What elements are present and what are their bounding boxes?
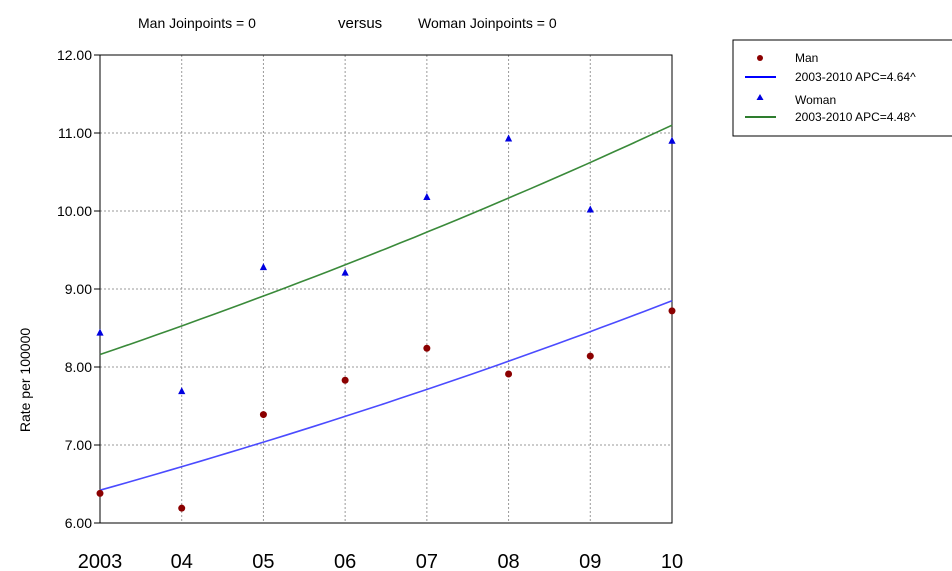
y-tick-label: 9.00 <box>65 281 92 297</box>
point-woman <box>259 263 268 271</box>
point-woman <box>668 136 676 144</box>
point-woman <box>178 387 186 395</box>
legend-woman-trend-label: 2003-2010 APC=4.48^ <box>795 110 916 124</box>
title-versus: versus <box>338 15 382 32</box>
point-man <box>505 370 513 378</box>
point-man <box>96 489 104 497</box>
point-woman <box>341 268 349 276</box>
point-man <box>341 376 349 384</box>
x-tick-label: 07 <box>416 551 438 571</box>
legend-frame <box>732 39 952 137</box>
point-woman <box>96 328 104 336</box>
y-tick-label: 7.00 <box>65 437 92 453</box>
x-tick-label: 09 <box>579 551 601 571</box>
point-woman <box>504 134 513 142</box>
data-points <box>96 134 676 512</box>
x-tick-label: 05 <box>252 551 274 571</box>
point-woman <box>586 205 594 213</box>
x-tick-label: 04 <box>171 551 193 571</box>
x-tick-label: 06 <box>334 551 356 571</box>
legend-woman-marker <box>756 94 764 100</box>
legend-man-marker <box>757 55 763 61</box>
title-man-joinpoints: Man Joinpoints = 0 <box>138 15 256 31</box>
point-man <box>423 344 431 352</box>
y-axis-label: Rate per 100000 <box>17 328 33 433</box>
legend-woman-label: Woman <box>795 93 836 107</box>
point-woman <box>423 192 431 200</box>
x-tick-label: 2003 <box>78 551 123 571</box>
trend-lines <box>99 124 673 491</box>
x-tick-label: 08 <box>497 551 519 571</box>
grid <box>100 55 672 523</box>
x-tick-label: 10 <box>661 551 683 571</box>
point-man <box>178 504 186 512</box>
legend-man-trend-label: 2003-2010 APC=4.64^ <box>795 70 916 84</box>
y-tick-label: 11.00 <box>58 125 92 141</box>
y-tick-label: 12.00 <box>57 47 92 63</box>
axis-ticks: 2003 04 05 06 07 08 09 10 6.00 7.00 8.00 9.00 10.00 1… <box>57 47 683 571</box>
point-man <box>586 352 594 360</box>
point-man <box>668 307 676 315</box>
title-woman-joinpoints: Woman Joinpoints = 0 <box>418 15 557 31</box>
point-man <box>259 411 267 419</box>
y-tick-label: 10.00 <box>57 203 92 219</box>
trend-line-man <box>99 299 673 491</box>
y-tick-label: 8.00 <box>65 359 92 375</box>
trend-line-woman <box>99 124 673 356</box>
legend: Man 2003-2010 APC=4.64^ Woman 2003-2010 … <box>732 39 952 137</box>
y-tick-label: 6.00 <box>65 515 92 531</box>
legend-man-label: Man <box>795 51 818 65</box>
